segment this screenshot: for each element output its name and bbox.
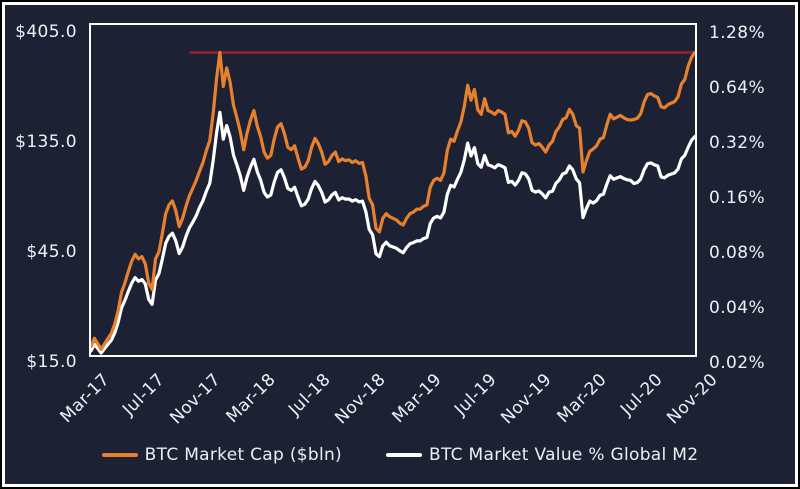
y-axis-left-tick: $135.0 — [15, 132, 77, 152]
y-axis-left-tick: $15.0 — [26, 352, 77, 372]
y-axis-right-tick: 0.02% — [709, 353, 766, 373]
plot-area — [89, 23, 697, 357]
y-axis-right-tick: 0.08% — [709, 243, 766, 263]
y-axis-right-tick: 0.04% — [709, 298, 766, 318]
legend-item-market-cap: BTC Market Cap ($bln) — [101, 445, 342, 465]
y-axis-left-tick: $405.0 — [15, 22, 77, 42]
y-axis-right-tick: 0.16% — [709, 188, 766, 208]
legend-swatch-market-cap-icon — [101, 453, 138, 457]
legend: BTC Market Cap ($bln) BTC Market Value %… — [5, 445, 795, 465]
btc-m2-ratio-line — [91, 110, 695, 355]
y-axis-left-tick: $45.0 — [26, 242, 77, 262]
legend-swatch-m2-ratio-icon — [386, 453, 422, 457]
y-axis-right-tick: 1.28% — [709, 23, 766, 43]
legend-label-m2-ratio: BTC Market Value % Global M2 — [429, 445, 699, 465]
y-axis-right-tick: 0.32% — [709, 133, 766, 153]
legend-item-m2-ratio: BTC Market Value % Global M2 — [386, 445, 698, 465]
plot-canvas — [91, 50, 695, 355]
btc-market-cap-line — [91, 50, 695, 352]
y-axis-right-tick: 0.64% — [709, 78, 766, 98]
legend-label-market-cap: BTC Market Cap ($bln) — [144, 445, 342, 465]
